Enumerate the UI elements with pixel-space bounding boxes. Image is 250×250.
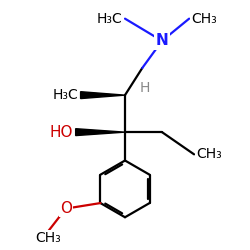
Text: N: N [156, 33, 168, 48]
Text: H₃C: H₃C [52, 88, 78, 102]
Text: CH₃: CH₃ [36, 231, 62, 245]
Text: CH₃: CH₃ [192, 12, 217, 26]
Polygon shape [80, 92, 125, 98]
Text: CH₃: CH₃ [196, 147, 222, 161]
Text: HO: HO [50, 125, 73, 140]
Polygon shape [76, 129, 125, 136]
Text: H₃C: H₃C [97, 12, 122, 26]
Text: O: O [60, 201, 72, 216]
Text: H: H [140, 81, 150, 95]
